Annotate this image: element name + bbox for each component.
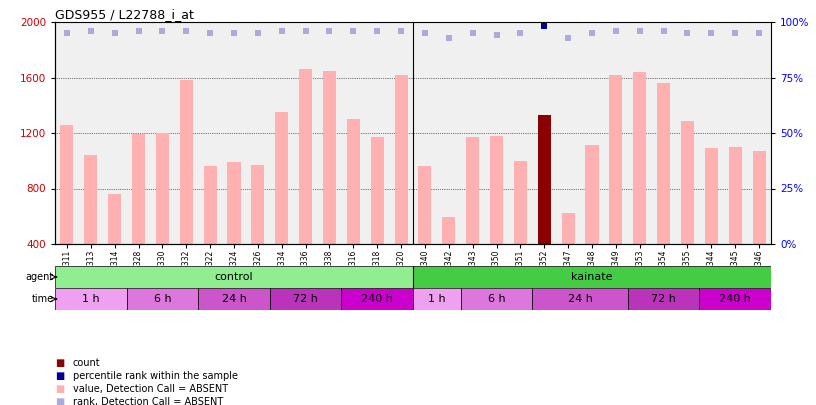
Bar bbox=[84, 155, 97, 244]
Point bbox=[657, 28, 670, 34]
Text: 24 h: 24 h bbox=[222, 294, 246, 304]
Point bbox=[705, 30, 718, 36]
Text: control: control bbox=[215, 272, 253, 282]
Text: rank, Detection Call = ABSENT: rank, Detection Call = ABSENT bbox=[73, 397, 224, 405]
Bar bbox=[657, 83, 670, 244]
Point bbox=[132, 28, 145, 34]
Point bbox=[419, 30, 432, 36]
Bar bbox=[561, 213, 574, 244]
Text: 6 h: 6 h bbox=[153, 294, 171, 304]
Bar bbox=[532, 288, 628, 310]
Bar bbox=[729, 147, 742, 244]
Bar bbox=[419, 166, 432, 244]
Point bbox=[538, 23, 551, 30]
Bar bbox=[705, 148, 718, 244]
Bar bbox=[251, 165, 264, 244]
Bar bbox=[108, 194, 122, 244]
Bar bbox=[633, 72, 646, 244]
Point bbox=[347, 28, 360, 34]
Text: 72 h: 72 h bbox=[651, 294, 676, 304]
Point bbox=[442, 34, 455, 41]
Bar bbox=[681, 121, 694, 244]
Text: ■: ■ bbox=[55, 384, 64, 394]
Bar bbox=[466, 137, 479, 244]
Bar bbox=[442, 217, 455, 244]
Text: GDS955 / L22788_i_at: GDS955 / L22788_i_at bbox=[55, 8, 194, 21]
Bar bbox=[490, 136, 503, 244]
Text: 240 h: 240 h bbox=[361, 294, 393, 304]
Point bbox=[204, 30, 217, 36]
Point bbox=[561, 34, 574, 41]
Text: time: time bbox=[32, 294, 54, 304]
Bar bbox=[752, 151, 765, 244]
Bar bbox=[156, 133, 169, 244]
Text: 6 h: 6 h bbox=[488, 294, 505, 304]
Bar bbox=[370, 137, 384, 244]
Point bbox=[180, 28, 193, 34]
Point bbox=[610, 28, 623, 34]
Bar bbox=[585, 145, 599, 244]
Bar bbox=[394, 75, 408, 244]
Bar bbox=[132, 134, 145, 244]
Point bbox=[299, 28, 313, 34]
Text: 24 h: 24 h bbox=[568, 294, 592, 304]
Text: 1 h: 1 h bbox=[82, 294, 100, 304]
Text: ■: ■ bbox=[55, 371, 64, 381]
Bar bbox=[347, 119, 360, 244]
Bar bbox=[413, 288, 461, 310]
Text: 72 h: 72 h bbox=[293, 294, 318, 304]
Bar bbox=[203, 166, 217, 244]
Point bbox=[490, 32, 503, 38]
Text: 240 h: 240 h bbox=[719, 294, 752, 304]
Text: value, Detection Call = ABSENT: value, Detection Call = ABSENT bbox=[73, 384, 228, 394]
Bar bbox=[55, 266, 413, 288]
Bar bbox=[610, 75, 623, 244]
Text: ■: ■ bbox=[55, 358, 64, 368]
Bar bbox=[413, 266, 771, 288]
Bar bbox=[275, 112, 288, 244]
Point bbox=[323, 28, 336, 34]
Text: agent: agent bbox=[25, 272, 54, 282]
Bar bbox=[699, 288, 771, 310]
Text: percentile rank within the sample: percentile rank within the sample bbox=[73, 371, 238, 381]
Bar bbox=[461, 288, 532, 310]
Point bbox=[60, 30, 73, 36]
Point bbox=[370, 28, 384, 34]
Bar bbox=[341, 288, 413, 310]
Text: 1 h: 1 h bbox=[428, 294, 446, 304]
Bar bbox=[60, 125, 73, 244]
Text: ■: ■ bbox=[55, 397, 64, 405]
Bar bbox=[538, 115, 551, 244]
Point bbox=[752, 30, 765, 36]
Bar bbox=[628, 288, 699, 310]
Point bbox=[729, 30, 742, 36]
Point bbox=[109, 30, 122, 36]
Bar bbox=[270, 288, 341, 310]
Bar bbox=[323, 70, 336, 244]
Bar bbox=[514, 161, 527, 244]
Bar bbox=[180, 80, 193, 244]
Text: kainate: kainate bbox=[571, 272, 613, 282]
Point bbox=[251, 30, 264, 36]
Point bbox=[681, 30, 694, 36]
Point bbox=[395, 28, 408, 34]
Point bbox=[633, 28, 646, 34]
Point bbox=[156, 28, 169, 34]
Point bbox=[585, 30, 598, 36]
Point bbox=[275, 28, 288, 34]
Bar bbox=[198, 288, 270, 310]
Point bbox=[466, 30, 479, 36]
Point bbox=[84, 28, 97, 34]
Point bbox=[514, 30, 527, 36]
Bar bbox=[228, 162, 241, 244]
Point bbox=[228, 30, 241, 36]
Bar bbox=[299, 69, 313, 244]
Text: count: count bbox=[73, 358, 100, 368]
Bar bbox=[55, 288, 126, 310]
Bar bbox=[126, 288, 198, 310]
